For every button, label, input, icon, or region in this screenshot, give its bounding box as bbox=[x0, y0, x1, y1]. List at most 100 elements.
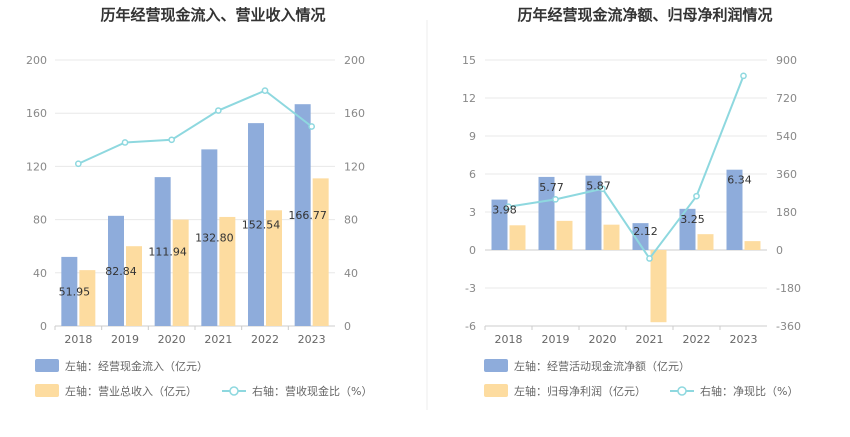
secondary-bar bbox=[266, 210, 282, 326]
legend-label: 左轴：归母净利润（亿元） bbox=[514, 384, 646, 398]
legend-label: 左轴：营业总收入（亿元） bbox=[65, 384, 197, 398]
chart-title: 历年经营现金流入、营业收入情况 bbox=[100, 6, 325, 24]
left-axis-tick: 12 bbox=[462, 92, 476, 105]
right-axis-tick: 360 bbox=[776, 168, 797, 181]
left-axis-tick: 6 bbox=[469, 168, 476, 181]
secondary-bar bbox=[650, 250, 667, 323]
right-axis-tick: 0 bbox=[344, 320, 351, 333]
secondary-bar bbox=[172, 219, 189, 326]
right-axis-tick: -180 bbox=[776, 282, 801, 295]
x-axis-tick: 2019 bbox=[542, 333, 570, 346]
bar-data-label: 152.54 bbox=[242, 219, 281, 232]
bar-data-label: 166.77 bbox=[288, 209, 327, 222]
legend-label: 右轴：净现比（%） bbox=[700, 384, 798, 398]
secondary-bar bbox=[219, 216, 236, 326]
left-axis-tick: 160 bbox=[26, 107, 47, 120]
line-point bbox=[693, 192, 700, 200]
chart-panel-2: 历年经营现金流净额、归母净利润情况 -6 -3 0 3 6 9 12 15 -360 -180 0 18… bbox=[462, 6, 801, 398]
left-axis-tick: -6 bbox=[465, 320, 476, 333]
ratio-line bbox=[508, 75, 745, 261]
line-point bbox=[552, 195, 559, 203]
secondary-bar bbox=[697, 234, 714, 250]
secondary-bar bbox=[556, 220, 573, 250]
left-axis-tick: 0 bbox=[40, 320, 47, 333]
line-point bbox=[121, 139, 129, 146]
primary-bar bbox=[108, 215, 124, 326]
primary-bar bbox=[679, 208, 696, 250]
chart-title: 历年经营现金流净额、归母净利润情况 bbox=[517, 6, 772, 24]
secondary-bar bbox=[509, 225, 526, 250]
x-axis-tick: 2023 bbox=[298, 333, 326, 346]
bar-data-label: 111.94 bbox=[148, 246, 187, 259]
primary-bar bbox=[248, 123, 264, 327]
right-axis-tick: 900 bbox=[776, 54, 797, 67]
bar-data-label: 51.95 bbox=[59, 285, 91, 298]
right-axis-tick: 80 bbox=[344, 214, 358, 227]
secondary-bar bbox=[126, 246, 142, 326]
x-axis-tick: 2018 bbox=[495, 333, 523, 346]
primary-bar bbox=[726, 169, 743, 250]
secondary-bar bbox=[312, 178, 329, 326]
right-axis-tick: 540 bbox=[776, 130, 797, 143]
legend-label: 左轴：经营现金流入（亿元） bbox=[65, 359, 208, 373]
legend-line-marker bbox=[229, 386, 239, 396]
line-point bbox=[308, 123, 316, 130]
x-axis-tick: 2023 bbox=[730, 333, 758, 346]
line-point bbox=[505, 203, 512, 211]
line-point bbox=[646, 255, 653, 262]
legend-swatch bbox=[35, 359, 59, 372]
legend-swatch bbox=[484, 384, 508, 397]
primary-bar bbox=[491, 199, 508, 250]
right-axis-tick: 200 bbox=[344, 54, 365, 67]
line-point bbox=[168, 136, 176, 144]
x-axis-tick: 2021 bbox=[636, 333, 664, 346]
left-axis-tick: 3 bbox=[469, 206, 476, 219]
primary-bar bbox=[294, 104, 311, 327]
x-axis-tick: 2020 bbox=[589, 333, 617, 346]
left-axis-tick: 0 bbox=[469, 244, 476, 257]
bar-data-label: 5.87 bbox=[586, 180, 611, 193]
left-axis-tick: 120 bbox=[26, 160, 47, 173]
x-axis-tick: 2020 bbox=[158, 333, 186, 346]
bar-data-label: 6.34 bbox=[727, 174, 752, 187]
bar-data-label: 2.12 bbox=[633, 225, 658, 238]
primary-bar bbox=[538, 176, 555, 250]
primary-bar bbox=[154, 177, 171, 326]
bar-data-label: 3.25 bbox=[680, 213, 705, 226]
left-axis-tick: 40 bbox=[33, 267, 47, 280]
line-point bbox=[599, 185, 606, 193]
legend-label: 左轴：经营活动现金流净额（亿元） bbox=[514, 359, 690, 373]
line-point bbox=[214, 107, 222, 114]
left-axis-tick: 15 bbox=[462, 54, 476, 67]
right-axis-tick: 720 bbox=[776, 92, 797, 105]
primary-bar bbox=[585, 175, 602, 250]
legend-line-marker bbox=[677, 386, 687, 396]
x-axis-tick: 2018 bbox=[64, 333, 92, 346]
secondary-bar bbox=[744, 241, 761, 250]
line-point bbox=[740, 72, 747, 80]
bar-data-label: 3.98 bbox=[492, 204, 517, 217]
left-axis-tick: -3 bbox=[465, 282, 476, 295]
secondary-bar bbox=[79, 270, 96, 326]
right-axis-tick: 120 bbox=[344, 160, 365, 173]
line-point bbox=[74, 160, 82, 168]
primary-bar bbox=[201, 149, 218, 326]
left-axis-tick: 80 bbox=[33, 214, 47, 227]
ratio-line bbox=[77, 89, 313, 165]
right-axis-tick: 40 bbox=[344, 267, 358, 280]
x-axis-tick: 2022 bbox=[251, 333, 279, 346]
primary-bar bbox=[61, 256, 78, 326]
chart-panel-1: 历年经营现金流入、营业收入情况 0 40 80 120 160 200 0 40 80 120 160… bbox=[26, 6, 372, 398]
legend-swatch bbox=[35, 384, 59, 397]
left-axis-tick: 200 bbox=[26, 54, 47, 67]
bar-data-label: 5.77 bbox=[539, 181, 564, 194]
bar-data-label: 82.84 bbox=[105, 265, 137, 278]
right-axis-tick: 180 bbox=[776, 206, 797, 219]
legend-label: 右轴：营收现金比（%） bbox=[252, 384, 372, 398]
primary-bar bbox=[632, 223, 649, 250]
legend-swatch bbox=[484, 359, 508, 372]
x-axis-tick: 2019 bbox=[111, 333, 139, 346]
right-axis-tick: 0 bbox=[776, 244, 783, 257]
